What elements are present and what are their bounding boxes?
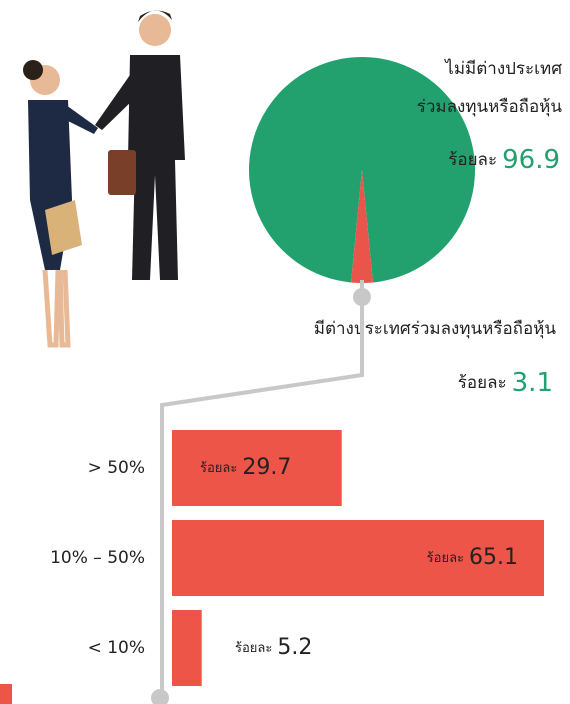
pie-label: ไม่มีต่างประเทศ ร่วมลงทุนหรือถือหุ้น	[416, 59, 562, 117]
value-label: ร้อยละ 65.1	[427, 545, 518, 570]
woman-legs	[42, 269, 71, 348]
value-label: ร้อยละ 96.9	[448, 145, 560, 175]
category-label: < 10%	[88, 638, 145, 658]
connector-dot	[353, 288, 371, 306]
man-hair	[138, 10, 172, 22]
value-prefix: ร้อยละ	[235, 641, 272, 656]
pie-label: มีต่างประเทศร่วมลงทุนหรือถือหุ้น	[314, 319, 557, 339]
corner-accent	[0, 684, 12, 704]
bar	[172, 520, 544, 596]
man-arm	[95, 75, 138, 130]
man-suit	[128, 55, 185, 280]
connector-line	[160, 280, 364, 698]
value-label: ร้อยละ 29.7	[200, 455, 291, 480]
folder	[45, 200, 82, 255]
value-number: 96.9	[502, 145, 560, 175]
pie-slice	[351, 170, 373, 283]
value-prefix: ร้อยละ	[448, 150, 497, 170]
category-label: > 50%	[88, 458, 145, 478]
illustration	[0, 0, 215, 370]
man-head	[139, 14, 171, 46]
connector	[160, 280, 364, 698]
briefcase	[108, 150, 136, 195]
value-number: 29.7	[242, 455, 291, 480]
woman-arm	[62, 105, 98, 134]
bar	[172, 430, 342, 506]
value-label: ร้อยละ 3.1	[458, 368, 553, 398]
value-prefix: ร้อยละ	[458, 373, 507, 393]
woman-hair	[23, 60, 43, 80]
category-label: 10% – 50%	[50, 548, 145, 568]
value-number: 3.1	[512, 368, 553, 398]
bar	[172, 610, 202, 686]
value-label: ร้อยละ 5.2	[235, 635, 312, 660]
pie-label-box: ไม่มีต่างประเทศ ร่วมลงทุนหรือถือหุ้น	[416, 59, 562, 117]
value-number: 5.2	[277, 635, 312, 660]
value-prefix: ร้อยละ	[427, 551, 464, 566]
value-prefix: ร้อยละ	[200, 461, 237, 476]
connector-dot	[151, 689, 169, 704]
value-number: 65.1	[469, 545, 518, 570]
pie-slice	[248, 57, 475, 283]
